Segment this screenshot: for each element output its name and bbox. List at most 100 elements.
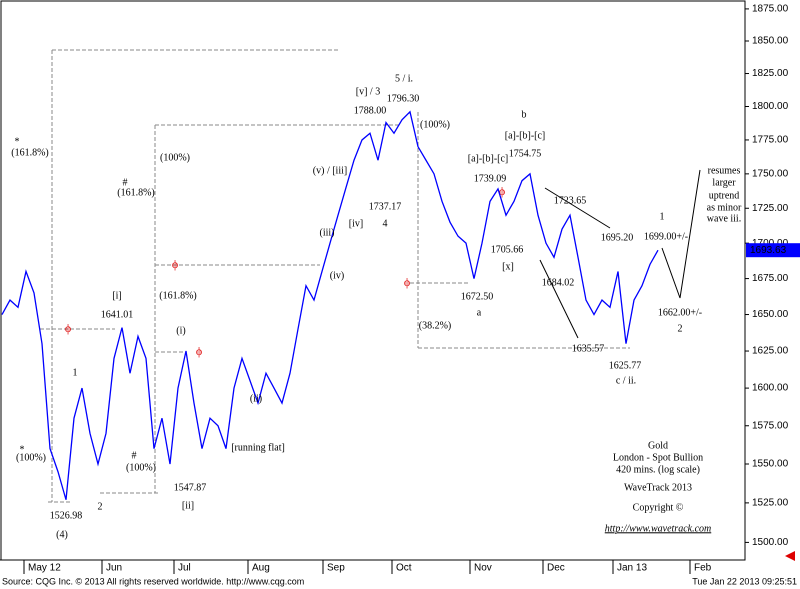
wave-label: 1737.17	[369, 201, 402, 212]
wave-label: a	[477, 307, 482, 318]
wave-label: 1641.01	[101, 309, 134, 320]
wave-label: larger	[712, 177, 736, 188]
wave-label: 1	[73, 367, 78, 378]
wave-label: [i]	[112, 290, 121, 301]
wave-label: 1625.77	[609, 360, 642, 371]
wave-label: 1695.20	[601, 232, 634, 243]
info-text: Gold	[648, 440, 668, 451]
wave-label: *	[20, 444, 25, 455]
y-tick-label: 1725.00	[752, 203, 789, 214]
wave-label: (100%)	[420, 119, 450, 130]
y-tick-label: 1750.00	[752, 168, 789, 179]
y-tick-label: 1775.00	[752, 135, 789, 146]
wave-label: 1684.02	[542, 277, 575, 288]
wave-label: (161.8%)	[159, 290, 197, 301]
wave-label: (38.2%)	[419, 320, 452, 331]
last-price-label: 1693.63	[750, 245, 787, 256]
x-tick-label: Jan 13	[617, 563, 647, 574]
wave-label: 4	[383, 218, 388, 229]
info-text: http://www.wavetrack.com	[605, 523, 711, 534]
wave-label: 1635.57	[572, 343, 605, 354]
source: Source: CQG Inc. © 2013 All rights reser…	[2, 576, 304, 586]
wave-label: 1705.66	[491, 244, 524, 255]
price-line	[1, 110, 659, 500]
wave-label: 1739.09	[474, 173, 507, 184]
svg-text:ϕ: ϕ	[196, 344, 202, 358]
svg-text:ϕ: ϕ	[499, 184, 505, 198]
wave-label: [iv]	[349, 218, 363, 229]
wave-label: (161.8%)	[117, 187, 155, 198]
x-tick-label: Jun	[106, 563, 122, 574]
wave-label: 1	[660, 211, 665, 222]
y-tick-label: 1600.00	[752, 383, 789, 394]
info-text: London - Spot Bullion	[613, 452, 703, 463]
wave-label: (iii)	[320, 227, 335, 238]
x-tick-label: Sep	[327, 563, 345, 574]
y-tick-label: 1625.00	[752, 346, 789, 357]
wave-label: c / ii.	[616, 375, 636, 386]
y-tick-label: 1500.00	[752, 537, 789, 548]
svg-text:ϕ: ϕ	[65, 321, 71, 335]
x-tick-label: Feb	[694, 563, 712, 574]
wave-label: 1796.30	[387, 93, 420, 104]
wave-label: [v] / 3	[356, 86, 380, 97]
wave-label: 5 / i.	[395, 73, 413, 84]
wave-label: [ii]	[182, 500, 194, 511]
wave-label: [running flat]	[231, 442, 285, 453]
info-text: WaveTrack 2013	[624, 482, 692, 493]
wave-label: 1526.98	[50, 510, 83, 521]
y-tick-label: 1575.00	[752, 420, 789, 431]
x-tick-label: Jul	[178, 563, 191, 574]
wave-label: 1547.87	[174, 482, 207, 493]
y-tick-label: 1825.00	[752, 68, 789, 79]
wave-label: b	[522, 109, 527, 120]
x-tick-label: Dec	[547, 563, 565, 574]
wave-label: resumes	[708, 165, 741, 176]
y-tick-label: 1550.00	[752, 459, 789, 470]
y-tick-label: 1650.00	[752, 309, 789, 320]
wave-label: (i)	[176, 325, 185, 336]
info-text: Copyright ©	[633, 502, 684, 513]
wave-label: #	[132, 450, 137, 461]
wave-label: (4)	[56, 529, 68, 540]
wave-label: (161.8%)	[11, 147, 49, 158]
y-tick-label: 1875.00	[752, 4, 789, 15]
y-tick-label: 1850.00	[752, 36, 789, 47]
guides: ϕ ϕ ϕ ϕ ϕ	[0, 49, 800, 589]
wave-label: 1723.65	[554, 195, 587, 206]
y-tick-label: 1525.00	[752, 498, 789, 509]
wave-label: 2	[98, 501, 103, 512]
svg-text:ϕ: ϕ	[172, 257, 178, 271]
x-tick-label: Nov	[474, 563, 492, 574]
wave-label: wave iii.	[707, 213, 741, 224]
wave-label: 2	[678, 323, 683, 334]
wave-label: (v) / [iii]	[313, 165, 347, 176]
wave-label: (ii)	[250, 393, 262, 404]
x-tick-label: Aug	[252, 563, 270, 574]
last-price-box	[746, 243, 800, 258]
wave-label: (100%)	[126, 462, 156, 473]
info-text: 420 mins. (log scale)	[616, 464, 700, 475]
x-tick-label: Oct	[396, 563, 412, 574]
svg-text:ϕ: ϕ	[404, 275, 410, 289]
wave-label: [x]	[502, 261, 514, 272]
wave-label: 1788.00	[354, 105, 387, 116]
wave-label: [a]-[b]-[c]	[505, 130, 546, 141]
y-tick-label: 1675.00	[752, 273, 789, 284]
wave-label: (100%)	[160, 152, 190, 163]
wave-label: as minor	[707, 202, 742, 213]
wave-label: 1672.50	[461, 291, 494, 302]
wave-label: (iv)	[330, 270, 344, 281]
wave-label: 1662.00+/-	[658, 307, 702, 318]
wave-label: *	[15, 136, 20, 147]
wave-label: 1754.75	[509, 148, 542, 159]
wave-label: 1699.00+/-	[644, 231, 688, 242]
timestamp: Tue Jan 22 2013 09:25:51	[692, 576, 797, 586]
wave-label: #	[123, 177, 128, 188]
x-tick-label: May 12	[28, 563, 61, 574]
wave-label: uptrend	[709, 190, 740, 201]
wave-label: (100%)	[16, 452, 46, 463]
y-tick-label: 1800.00	[752, 101, 789, 112]
